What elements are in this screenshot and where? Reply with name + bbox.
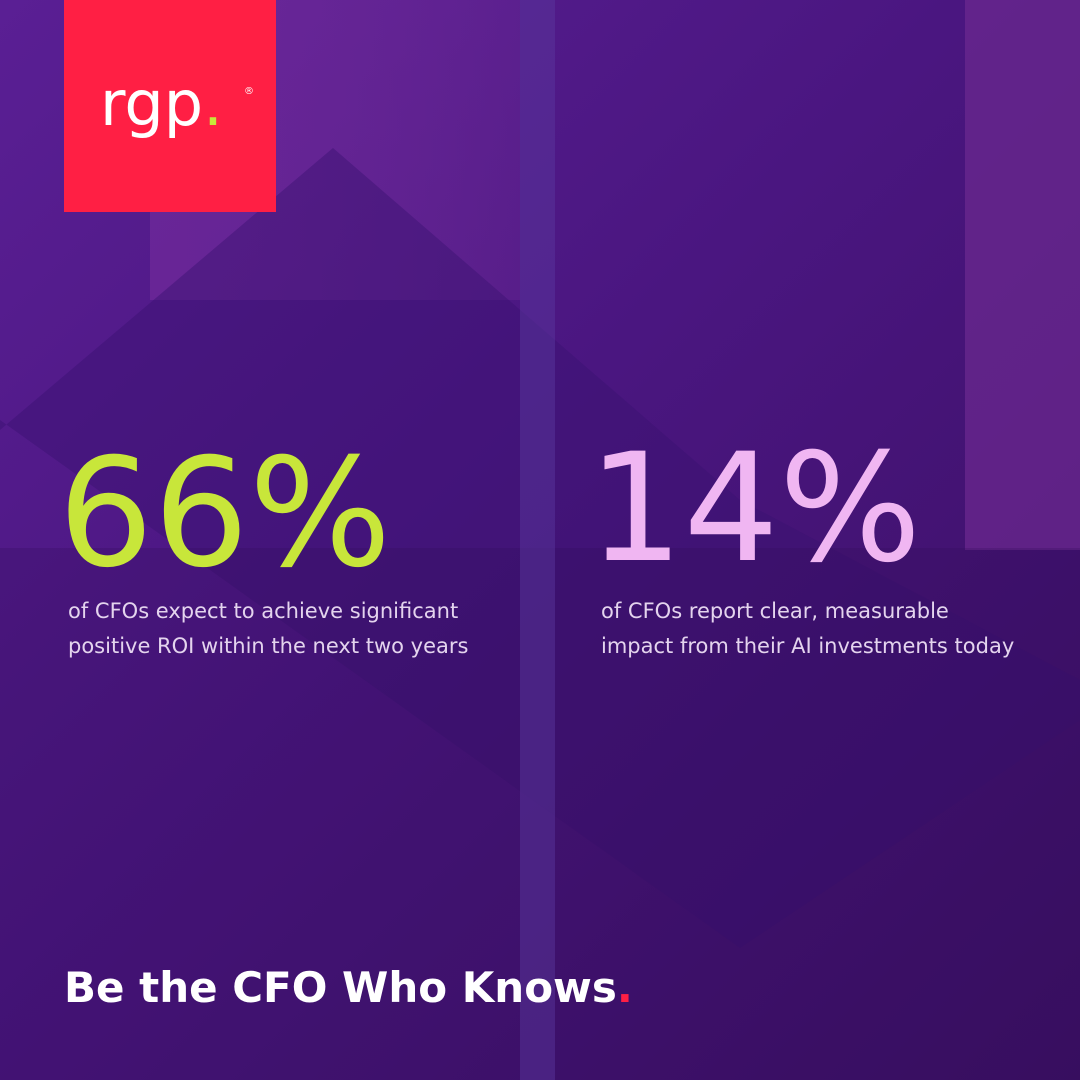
bg-shape <box>965 0 1080 550</box>
stat-value: 66% <box>58 427 391 601</box>
logo-mark: . <box>203 67 223 140</box>
tagline-text: Be the CFO Who Knows <box>64 963 617 1012</box>
bg-stripe <box>520 0 555 1080</box>
bg-shape <box>0 148 1080 948</box>
tagline-end: . <box>617 963 633 1012</box>
logo-box <box>64 0 276 212</box>
stat-text: of CFOs report clear, measurable <box>601 599 949 623</box>
stat-text: of CFOs expect to achieve significant <box>68 599 458 623</box>
logo-text: rgp <box>100 67 203 140</box>
stat-text: impact from their AI investments today <box>601 634 1014 658</box>
stat-value: 14% <box>588 422 921 596</box>
tagline: Be the CFO Who Knows. <box>64 963 633 1012</box>
logo: rgp. <box>100 67 223 140</box>
stat-text: positive ROI within the next two years <box>68 634 468 658</box>
registered-mark: ® <box>244 86 254 97</box>
bg-shape <box>0 548 1080 1080</box>
